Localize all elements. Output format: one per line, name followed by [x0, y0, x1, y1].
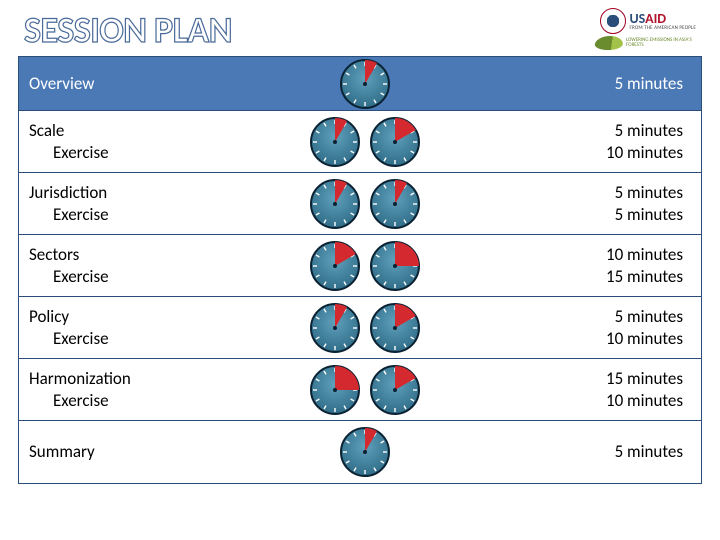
page-title: SESSION PLAN	[24, 8, 232, 52]
row-label: ScaleExercise	[19, 111, 219, 172]
row-time-line: 15 minutes	[606, 266, 683, 287]
row-times: 5 minutes	[511, 421, 701, 483]
row-label: Overview	[19, 57, 219, 110]
row-label-main: Harmonization	[29, 368, 213, 389]
row-time-line: 5 minutes	[615, 182, 683, 203]
clock-icon	[369, 364, 421, 416]
row-label-sub: Exercise	[29, 266, 213, 287]
row-label: JurisdictionExercise	[19, 173, 219, 234]
session-plan-table: Overview 5 minutesScaleExercise	[18, 56, 702, 484]
leaf-logo: LOWERING EMISSIONS IN ASIA'S FORESTS	[595, 36, 696, 50]
table-row: JurisdictionExercise 5 minutes5 minutes	[19, 173, 701, 235]
row-times: 15 minutes10 minutes	[511, 359, 701, 420]
clock-icon	[369, 178, 421, 230]
table-row: Overview 5 minutes	[19, 57, 701, 111]
row-time-line: 10 minutes	[606, 328, 683, 349]
row-time-line: 5 minutes	[615, 441, 683, 462]
row-label: HarmonizationExercise	[19, 359, 219, 420]
row-label-sub: Exercise	[29, 390, 213, 411]
usaid-wordmark: USAID	[630, 12, 697, 26]
row-times: 5 minutes10 minutes	[511, 111, 701, 172]
row-label: Summary	[19, 421, 219, 483]
table-row: HarmonizationExercise 15 minutes10 minut…	[19, 359, 701, 421]
row-clocks	[219, 111, 511, 172]
row-time-line: 5 minutes	[615, 73, 683, 94]
row-label-sub: Exercise	[29, 142, 213, 163]
table-row: PolicyExercise 5 minutes10 minutes	[19, 297, 701, 359]
clock-icon	[309, 178, 361, 230]
row-clocks	[219, 297, 511, 358]
clock-icon	[309, 116, 361, 168]
table-row: SectorsExercise 10 minutes15 minutes	[19, 235, 701, 297]
row-time-line: 5 minutes	[615, 306, 683, 327]
clock-icon	[339, 58, 391, 110]
row-label-main: Overview	[29, 73, 213, 94]
row-label-main: Scale	[29, 120, 213, 141]
row-label: SectorsExercise	[19, 235, 219, 296]
row-times: 10 minutes15 minutes	[511, 235, 701, 296]
leaf-tagline: LOWERING EMISSIONS IN ASIA'S FORESTS	[626, 38, 696, 48]
row-clocks	[219, 421, 511, 483]
row-time-line: 10 minutes	[606, 390, 683, 411]
clock-icon	[369, 116, 421, 168]
row-time-line: 5 minutes	[615, 204, 683, 225]
row-time-line: 10 minutes	[606, 142, 683, 163]
row-clocks	[219, 57, 511, 110]
row-times: 5 minutes5 minutes	[511, 173, 701, 234]
row-label-main: Jurisdiction	[29, 182, 213, 203]
row-clocks	[219, 235, 511, 296]
row-time-line: 5 minutes	[615, 120, 683, 141]
row-label-sub: Exercise	[29, 204, 213, 225]
row-label-main: Summary	[29, 441, 213, 462]
row-time-line: 15 minutes	[606, 368, 683, 389]
usaid-seal-icon	[600, 8, 626, 34]
clock-icon	[309, 240, 361, 292]
row-label-main: Policy	[29, 306, 213, 327]
logo-block: USAID FROM THE AMERICAN PEOPLE LOWERING …	[595, 8, 696, 50]
clock-icon	[369, 302, 421, 354]
clock-icon	[309, 302, 361, 354]
row-time-line: 10 minutes	[606, 244, 683, 265]
row-label-sub: Exercise	[29, 328, 213, 349]
table-row: ScaleExercise 5 minutes10 minutes	[19, 111, 701, 173]
row-clocks	[219, 173, 511, 234]
row-times: 5 minutes	[511, 57, 701, 110]
row-label: PolicyExercise	[19, 297, 219, 358]
clock-icon	[309, 364, 361, 416]
row-times: 5 minutes10 minutes	[511, 297, 701, 358]
leaf-icon	[594, 36, 624, 50]
row-label-main: Sectors	[29, 244, 213, 265]
usaid-tagline: FROM THE AMERICAN PEOPLE	[630, 26, 697, 31]
row-clocks	[219, 359, 511, 420]
usaid-logo: USAID FROM THE AMERICAN PEOPLE	[600, 8, 697, 34]
clock-icon	[339, 426, 391, 478]
table-row: Summary 5 minutes	[19, 421, 701, 483]
clock-icon	[369, 240, 421, 292]
